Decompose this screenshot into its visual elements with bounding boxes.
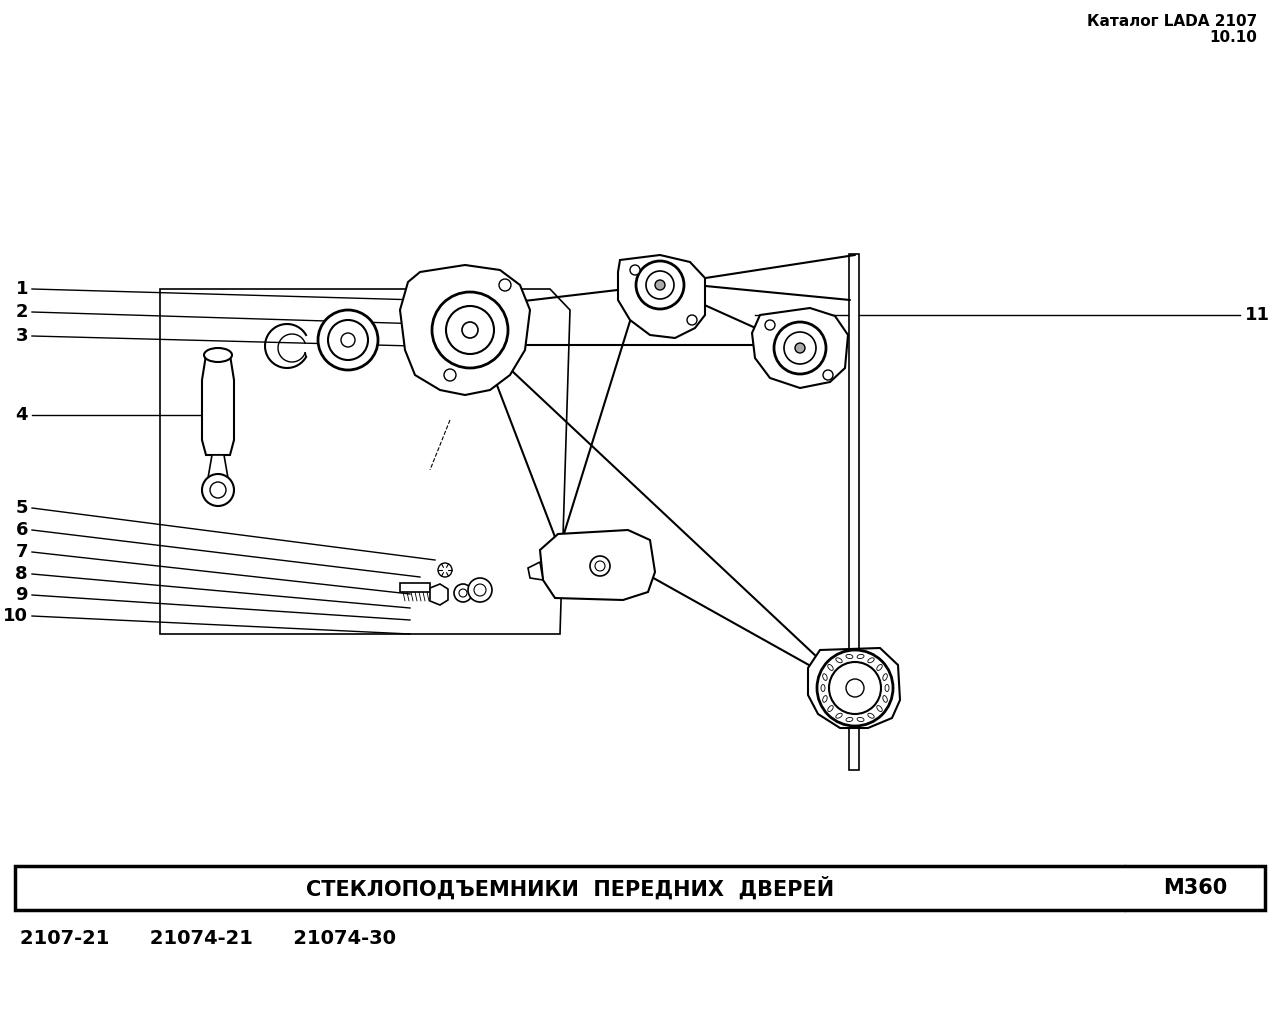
Circle shape bbox=[595, 561, 605, 571]
Circle shape bbox=[202, 474, 234, 506]
Circle shape bbox=[328, 320, 369, 360]
Polygon shape bbox=[540, 530, 655, 600]
Circle shape bbox=[590, 556, 611, 576]
Ellipse shape bbox=[858, 654, 864, 659]
Circle shape bbox=[474, 584, 486, 596]
Circle shape bbox=[445, 306, 494, 354]
Bar bbox=[15, 866, 1265, 910]
Circle shape bbox=[433, 292, 508, 368]
Circle shape bbox=[646, 271, 675, 299]
Circle shape bbox=[823, 370, 833, 380]
Circle shape bbox=[444, 369, 456, 381]
Circle shape bbox=[687, 315, 698, 325]
Circle shape bbox=[630, 265, 640, 275]
Bar bbox=[849, 254, 859, 770]
Bar bbox=[399, 583, 430, 592]
Text: 2: 2 bbox=[15, 303, 28, 321]
Circle shape bbox=[636, 261, 684, 309]
Circle shape bbox=[454, 584, 472, 602]
Text: 2107-21      21074-21      21074-30: 2107-21 21074-21 21074-30 bbox=[20, 928, 396, 947]
Ellipse shape bbox=[883, 695, 887, 702]
Text: 3: 3 bbox=[15, 327, 28, 345]
Circle shape bbox=[468, 578, 492, 602]
Text: 1: 1 bbox=[15, 280, 28, 298]
Ellipse shape bbox=[883, 674, 887, 680]
Text: M360: M360 bbox=[1162, 878, 1228, 898]
Ellipse shape bbox=[877, 665, 882, 671]
Ellipse shape bbox=[823, 674, 827, 680]
Polygon shape bbox=[207, 455, 228, 478]
Polygon shape bbox=[753, 308, 849, 388]
Ellipse shape bbox=[836, 658, 842, 663]
Circle shape bbox=[846, 679, 864, 697]
Ellipse shape bbox=[204, 348, 232, 362]
Circle shape bbox=[765, 320, 774, 330]
Circle shape bbox=[499, 279, 511, 291]
Ellipse shape bbox=[846, 654, 852, 659]
Ellipse shape bbox=[858, 718, 864, 722]
Ellipse shape bbox=[868, 714, 874, 718]
Ellipse shape bbox=[823, 695, 827, 702]
Circle shape bbox=[783, 332, 817, 364]
Ellipse shape bbox=[868, 658, 874, 663]
Ellipse shape bbox=[828, 665, 833, 671]
Text: Каталог LADA 2107: Каталог LADA 2107 bbox=[1087, 14, 1257, 29]
Circle shape bbox=[317, 310, 378, 370]
Circle shape bbox=[774, 322, 826, 374]
Polygon shape bbox=[160, 289, 570, 634]
Circle shape bbox=[340, 333, 355, 347]
Polygon shape bbox=[202, 355, 234, 455]
Polygon shape bbox=[618, 255, 705, 338]
Ellipse shape bbox=[846, 718, 852, 722]
Text: 5: 5 bbox=[15, 499, 28, 517]
Text: 11: 11 bbox=[1245, 306, 1270, 324]
Text: 10: 10 bbox=[3, 607, 28, 625]
Circle shape bbox=[795, 343, 805, 353]
Ellipse shape bbox=[836, 714, 842, 718]
Text: 10.10: 10.10 bbox=[1210, 30, 1257, 45]
Polygon shape bbox=[808, 648, 900, 728]
Circle shape bbox=[655, 280, 666, 290]
Polygon shape bbox=[430, 584, 448, 605]
Text: 4: 4 bbox=[15, 406, 28, 424]
Text: 9: 9 bbox=[15, 586, 28, 604]
Circle shape bbox=[438, 563, 452, 577]
Circle shape bbox=[829, 662, 881, 714]
Ellipse shape bbox=[884, 684, 890, 691]
Text: СТЕКЛОПОДЪЕМНИКИ  ПЕРЕДНИХ  ДВЕРЕЙ: СТЕКЛОПОДЪЕМНИКИ ПЕРЕДНИХ ДВЕРЕЙ bbox=[306, 876, 835, 900]
Ellipse shape bbox=[820, 684, 826, 691]
Ellipse shape bbox=[828, 706, 833, 712]
Polygon shape bbox=[399, 265, 530, 395]
Ellipse shape bbox=[877, 706, 882, 712]
Text: 6: 6 bbox=[15, 521, 28, 539]
Text: 8: 8 bbox=[15, 565, 28, 583]
Circle shape bbox=[462, 322, 477, 338]
Circle shape bbox=[210, 482, 227, 498]
Polygon shape bbox=[529, 562, 543, 580]
Text: 7: 7 bbox=[15, 543, 28, 561]
Circle shape bbox=[817, 650, 893, 726]
Circle shape bbox=[460, 589, 467, 597]
